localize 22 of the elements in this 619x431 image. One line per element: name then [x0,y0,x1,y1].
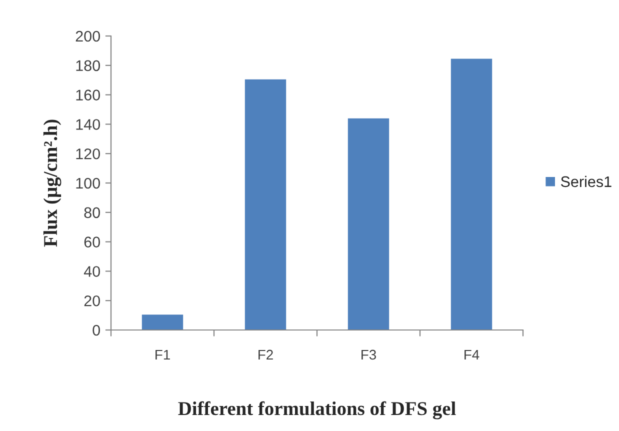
y-tick-label: 40 [84,266,100,277]
x-tick-label: F2 [258,350,273,360]
y-tick-label: 160 [76,90,100,100]
y-tick-label: 80 [84,207,100,218]
y-axis-title: Flux (µg/cm².h) [43,120,62,247]
y-tick-label: 180 [76,60,100,72]
x-tick-label: F3 [362,350,376,360]
y-tick-label: 60 [84,236,100,248]
legend-label: Series1 [560,176,612,188]
bar [142,314,184,330]
y-tick-label: 20 [84,295,100,306]
bar [348,118,390,330]
y-tick-label: 120 [76,148,100,160]
x-tick-label: F1 [156,350,170,360]
y-tick-label: 0 [92,324,100,336]
y-tick-label: 200 [76,30,100,42]
y-tick-label: 100 [76,178,100,189]
bar [450,58,492,330]
bar [244,79,286,330]
x-tick-label: F4 [464,350,480,360]
x-axis-title: Different formulations of DFS gel [178,401,456,420]
y-tick-label: 140 [76,119,100,130]
